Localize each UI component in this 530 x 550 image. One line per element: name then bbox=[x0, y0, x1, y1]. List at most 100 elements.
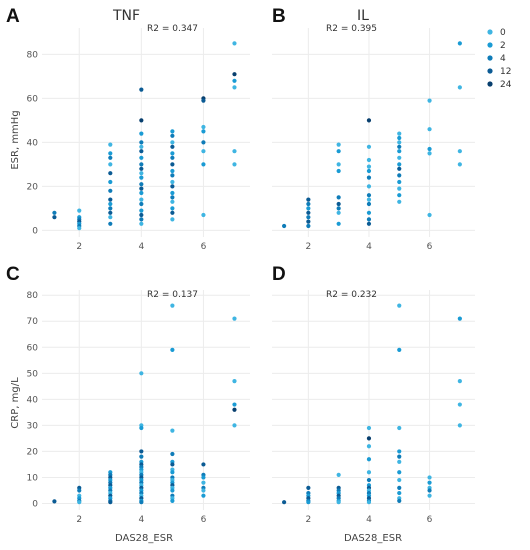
panel-a-r2: R2 = 0.347 bbox=[147, 24, 198, 34]
legend-label-4: 4 bbox=[500, 54, 506, 64]
data-point bbox=[52, 215, 57, 220]
legend-key-12 bbox=[487, 68, 493, 74]
panel-label-a: A bbox=[6, 6, 20, 27]
data-point bbox=[397, 199, 402, 204]
data-point bbox=[397, 162, 402, 167]
data-point bbox=[336, 195, 341, 200]
panel-label-d: D bbox=[272, 264, 286, 285]
data-point bbox=[397, 144, 402, 149]
data-point bbox=[336, 168, 341, 174]
data-point bbox=[201, 212, 206, 218]
data-point bbox=[108, 179, 113, 185]
data-point bbox=[306, 485, 311, 490]
data-point bbox=[457, 85, 462, 90]
data-point bbox=[336, 142, 341, 147]
title-tnf: TNF bbox=[112, 8, 140, 24]
data-point bbox=[397, 193, 402, 198]
data-point bbox=[457, 379, 462, 384]
legend-key-0 bbox=[487, 29, 493, 35]
data-point bbox=[457, 316, 462, 321]
data-point bbox=[366, 168, 372, 174]
data-point bbox=[139, 217, 144, 222]
data-point bbox=[232, 162, 237, 167]
panel-d: 2 4 6 R2 = 0.232 DAS28_ESR bbox=[272, 290, 475, 544]
data-point bbox=[139, 149, 144, 154]
data-point bbox=[139, 166, 144, 171]
legend-label-2: 2 bbox=[500, 41, 506, 51]
data-point bbox=[427, 151, 432, 156]
data-point bbox=[139, 144, 144, 149]
data-point bbox=[366, 201, 372, 207]
data-point bbox=[336, 500, 341, 505]
data-point bbox=[201, 480, 206, 485]
data-point bbox=[139, 208, 144, 213]
data-point bbox=[170, 199, 175, 204]
data-point bbox=[108, 171, 113, 176]
data-point bbox=[457, 41, 462, 46]
data-point bbox=[397, 131, 402, 136]
data-point bbox=[170, 217, 175, 222]
data-point bbox=[170, 303, 175, 308]
data-point bbox=[139, 449, 144, 454]
data-point bbox=[139, 171, 144, 176]
panel-b: 2 4 6 R2 = 0.395 bbox=[272, 24, 475, 252]
data-point bbox=[201, 149, 206, 154]
data-point bbox=[282, 500, 287, 505]
data-point bbox=[336, 162, 341, 167]
panel-c-grid bbox=[42, 290, 250, 510]
data-point bbox=[336, 472, 341, 477]
data-point bbox=[366, 197, 372, 202]
data-point bbox=[366, 193, 372, 198]
data-point bbox=[201, 475, 206, 480]
data-point bbox=[139, 425, 144, 431]
data-point bbox=[306, 223, 311, 229]
panel-b-r2: R2 = 0.395 bbox=[326, 24, 377, 34]
panel-a-ytick: 60 bbox=[27, 94, 39, 104]
panel-d-grid bbox=[272, 290, 475, 510]
data-point bbox=[427, 480, 432, 485]
data-point bbox=[427, 488, 432, 493]
data-point bbox=[170, 190, 175, 196]
panel-c-ytick: 20 bbox=[27, 447, 39, 457]
panel-c-ytick: 30 bbox=[27, 421, 39, 431]
data-point bbox=[306, 206, 311, 211]
data-point bbox=[232, 379, 237, 384]
panel-a-ytick: 40 bbox=[27, 138, 39, 148]
data-point bbox=[397, 459, 402, 464]
data-point bbox=[232, 423, 237, 428]
data-point bbox=[427, 493, 432, 498]
data-point bbox=[170, 129, 175, 134]
data-point bbox=[366, 217, 372, 222]
panel-a-xtick: 6 bbox=[201, 242, 207, 252]
data-point bbox=[232, 78, 237, 83]
panel-d-xtick: 2 bbox=[305, 515, 311, 525]
panel-b-grid bbox=[272, 28, 475, 237]
panel-c-ytick: 70 bbox=[27, 317, 39, 327]
data-point bbox=[108, 188, 113, 193]
data-point bbox=[457, 402, 462, 407]
data-point bbox=[427, 146, 432, 152]
panel-c-xtick: 2 bbox=[76, 515, 82, 525]
data-point bbox=[397, 135, 402, 141]
data-point bbox=[397, 155, 402, 160]
data-point bbox=[232, 72, 237, 77]
data-point bbox=[170, 173, 175, 178]
panel-b-xtick: 4 bbox=[366, 242, 372, 252]
data-point bbox=[139, 500, 144, 505]
title-il: IL bbox=[357, 8, 369, 24]
data-point bbox=[170, 347, 175, 352]
legend-key-24 bbox=[487, 81, 493, 87]
panel-a-grid bbox=[42, 28, 250, 237]
data-point bbox=[397, 425, 402, 431]
panel-b-ticks: 2 4 6 bbox=[305, 242, 432, 252]
panel-c-r2: R2 = 0.137 bbox=[147, 290, 198, 300]
data-point bbox=[52, 210, 57, 215]
panel-c-xtick: 6 bbox=[201, 515, 207, 525]
data-point bbox=[170, 498, 175, 503]
data-point bbox=[170, 451, 175, 457]
panel-a-ytick: 20 bbox=[27, 182, 39, 192]
